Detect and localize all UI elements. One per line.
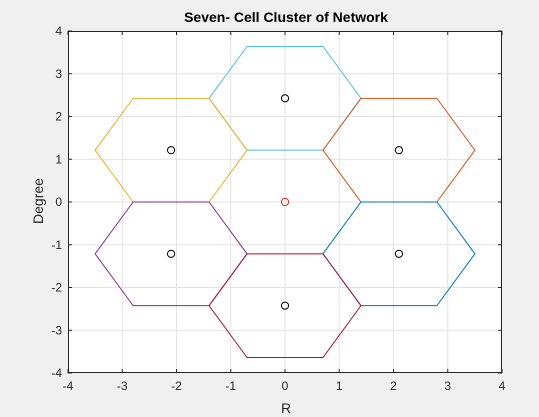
y-tick-label: -2: [51, 281, 62, 295]
cell-center-marker-upper-right: [394, 146, 404, 155]
y-axis-label: Degree: [30, 178, 46, 224]
x-tick-label: -1: [225, 379, 236, 393]
x-axis-label: R: [281, 400, 291, 416]
x-tick-label: 3: [444, 379, 451, 393]
y-tick-label: 4: [55, 24, 62, 38]
cell-center-marker-bottom: [280, 301, 290, 310]
y-tick-label: -4: [51, 366, 62, 380]
cell-center-marker-top: [280, 94, 290, 103]
x-tick-label: 1: [336, 379, 343, 393]
cell-center-marker-lower-right: [394, 249, 404, 258]
x-tick-label: 2: [390, 379, 397, 393]
hexagon-cell-bottom: [208, 253, 362, 358]
x-tick-label: 0: [282, 379, 289, 393]
y-tick-label: 1: [55, 152, 62, 166]
cell-center-marker-lower-left: [166, 249, 176, 258]
x-tick-label: 4: [499, 379, 506, 393]
y-tick-label: -1: [51, 238, 62, 252]
x-tick-label: -2: [171, 379, 182, 393]
x-tick-label: -3: [117, 379, 128, 393]
y-tick-label: 2: [55, 110, 62, 124]
cell-center-marker-center: [280, 197, 290, 207]
y-tick-label: 3: [55, 67, 62, 81]
y-tick-label: 0: [55, 195, 62, 209]
chart-title: Seven- Cell Cluster of Network: [184, 9, 388, 25]
x-tick-label: -4: [63, 379, 74, 393]
cell-center-marker-upper-left: [166, 146, 176, 155]
y-tick-label: -3: [51, 323, 62, 337]
